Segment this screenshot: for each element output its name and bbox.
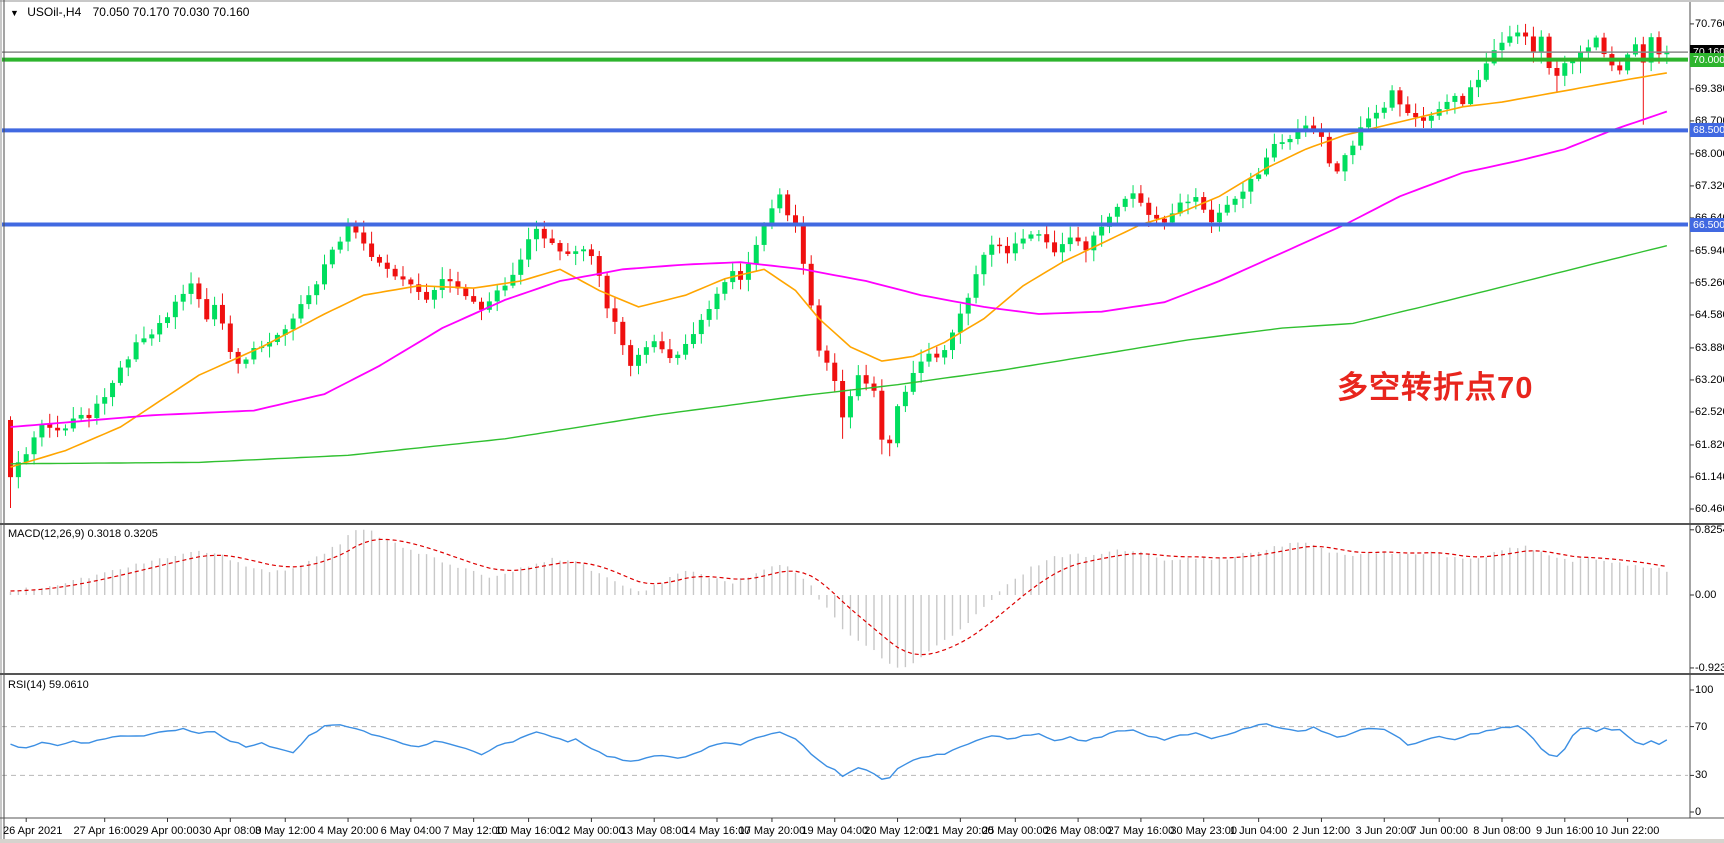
- time-tick-label: 3 Jun 20:00: [1355, 825, 1414, 837]
- time-tick-label: 7 Jun 00:00: [1410, 825, 1468, 837]
- time-tick-label: 10 Jun 22:00: [1595, 825, 1660, 837]
- time-tick-label: 14 May 16:00: [683, 825, 751, 837]
- time-tick-label: 26 May 08:00: [1044, 825, 1112, 837]
- ohlc-quote: 70.050 70.170 70.030 70.160: [92, 5, 250, 19]
- axis-tick-label: 69.380: [1695, 82, 1724, 95]
- axis-tick-label: 63.200: [1695, 373, 1724, 386]
- axis-tick-label: 0.00: [1695, 589, 1717, 601]
- price-axis[interactable]: 70.76069.38068.70068.00067.32066.64065.9…: [1690, 0, 1724, 818]
- time-tick-label: 10 May 16:00: [495, 825, 562, 837]
- axis-tick-label: 67.320: [1695, 179, 1724, 192]
- time-tick-label: 4 May 20:00: [317, 825, 379, 837]
- time-tick-label: 26 Apr 2021: [3, 825, 63, 837]
- time-tick-label: 27 May 16:00: [1107, 825, 1175, 837]
- time-tick-label: 17 May 20:00: [738, 825, 806, 837]
- time-tick-label: 13 May 08:00: [620, 825, 688, 837]
- time-tick-label: 25 May 00:00: [981, 825, 1049, 837]
- time-tick-label: 9 Jun 16:00: [1536, 825, 1594, 837]
- time-tick-label: 30 May 23:00: [1170, 825, 1238, 837]
- axis-tick-label: 63.880: [1695, 341, 1724, 354]
- axis-tick-label: 61.820: [1695, 438, 1724, 451]
- time-tick-label: 12 May 00:00: [558, 825, 625, 837]
- axis-tick-label: 62.520: [1695, 405, 1724, 418]
- time-tick-label: 20 May 12:00: [864, 825, 931, 837]
- time-tick-label: 19 May 04:00: [801, 825, 869, 837]
- time-axis[interactable]: 26 Apr 2021 27 Apr 16:00 29 Apr 00:00 30 Ap…: [0, 819, 1690, 841]
- axis-tick-label: 65.940: [1695, 244, 1724, 257]
- axis-tick-label: 68.000: [1695, 147, 1724, 160]
- macd-indicator-label: MACD(12,26,9) 0.3018 0.3205: [8, 528, 158, 540]
- time-tick-label: 6 May 04:00: [380, 825, 442, 837]
- time-tick-label: 2 Jun 12:00: [1292, 825, 1351, 837]
- time-tick-label: 3 May 12:00: [254, 825, 316, 837]
- price-badge: 66.500: [1690, 217, 1724, 232]
- time-tick-label: 8 Jun 08:00: [1473, 825, 1531, 837]
- axis-tick-label: 61.140: [1695, 470, 1724, 483]
- axis-tick-label: -0.9234: [1695, 661, 1724, 674]
- axis-tick-label: 70: [1695, 720, 1708, 733]
- annotation-text: 多空转折点70: [1337, 370, 1534, 405]
- time-tick-label: 30 Apr 08:00: [199, 825, 262, 837]
- chevron-down-icon[interactable]: ▼: [10, 8, 19, 18]
- symbol-name: USOil-,H4: [27, 5, 82, 19]
- axis-tick-label: 100: [1695, 684, 1714, 696]
- time-tick-label: 27 Apr 16:00: [73, 825, 136, 837]
- axis-tick-label: 0.8254: [1695, 523, 1724, 536]
- price-badge: 68.500: [1690, 123, 1724, 138]
- time-tick-label: 29 Apr 00:00: [136, 825, 199, 837]
- time-tick-label: 21 May 20:00: [927, 825, 994, 837]
- time-tick-label: 1 Jun 04:00: [1229, 825, 1288, 837]
- axis-tick-label: 65.260: [1695, 276, 1724, 289]
- axis-tick-label: 60.460: [1695, 502, 1724, 515]
- rsi-indicator-label: RSI(14) 59.0610: [8, 679, 89, 691]
- time-tick-label: 7 May 12:00: [443, 825, 504, 837]
- axis-tick-label: 70.760: [1695, 17, 1724, 30]
- axis-tick-label: 0: [1695, 806, 1702, 818]
- axis-tick-label: 30: [1695, 769, 1708, 782]
- symbol-title: ▼ USOil-,H4 70.050 70.170 70.030 70.160: [10, 5, 249, 19]
- price-badge: 70.000: [1690, 52, 1724, 67]
- axis-tick-label: 64.580: [1695, 308, 1724, 321]
